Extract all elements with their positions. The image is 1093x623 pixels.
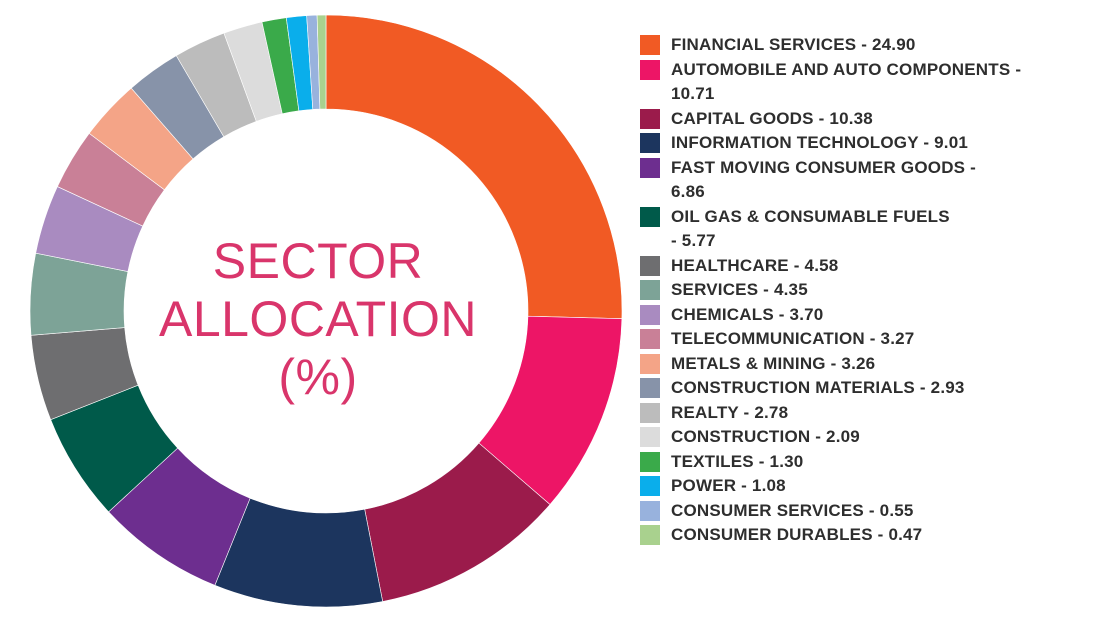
legend-swatch	[640, 133, 660, 153]
legend-swatch	[640, 476, 660, 496]
legend-swatch	[640, 402, 660, 423]
legend-label: FINANCIAL SERVICES - 24.90	[671, 35, 916, 54]
legend-item: CONSUMER SERVICES - 0.55	[640, 499, 1085, 524]
legend-label: CONSTRUCTION - 2.09	[671, 427, 860, 446]
chart-title-line-2: ALLOCATION	[158, 291, 478, 347]
legend-label: FAST MOVING CONSUMER GOODS -6.86	[671, 157, 977, 202]
legend-item: SERVICES - 4.35	[640, 278, 1085, 303]
legend-label: CONSTRUCTION MATERIALS - 2.93	[671, 378, 965, 397]
legend-item: INFORMATION TECHNOLOGY - 9.01	[640, 131, 1085, 156]
legend-swatch	[640, 35, 660, 55]
legend-item: TELECOMMUNICATION - 3.27	[640, 327, 1085, 352]
legend-label: CONSUMER SERVICES - 0.55	[671, 500, 914, 520]
legend-label: HEALTHCARE - 4.58	[671, 255, 839, 275]
legend-item: FINANCIAL SERVICES - 24.90	[640, 33, 1085, 58]
legend-label: CAPITAL GOODS - 10.38	[671, 108, 873, 128]
legend-item: CONSUMER DURABLES - 0.47	[640, 523, 1085, 548]
legend-swatch	[640, 59, 660, 80]
legend-item: POWER - 1.08	[640, 474, 1085, 499]
legend-swatch	[640, 378, 660, 398]
legend-label: INFORMATION TECHNOLOGY - 9.01	[671, 133, 969, 152]
legend-swatch	[640, 427, 660, 447]
legend-item: CHEMICALS - 3.70	[640, 303, 1085, 328]
legend-item: AUTOMOBILE AND AUTO COMPONENTS -10.71	[640, 58, 1085, 107]
legend-item: HEALTHCARE - 4.58	[640, 254, 1085, 279]
legend-swatch	[640, 353, 660, 374]
legend-swatch	[640, 500, 660, 521]
legend-swatch	[640, 451, 660, 472]
chart-title-line-1: SECTOR	[212, 233, 424, 289]
legend-label: AUTOMOBILE AND AUTO COMPONENTS -10.71	[671, 59, 1022, 104]
legend-swatch	[640, 329, 660, 349]
chart-title-line-3: (%)	[278, 349, 358, 405]
legend-swatch	[640, 206, 660, 227]
legend-swatch	[640, 280, 660, 300]
legend-swatch	[640, 157, 660, 178]
chart-legend: FINANCIAL SERVICES - 24.90 AUTOMOBILE AND…	[640, 33, 1085, 548]
legend-label: SERVICES - 4.35	[671, 280, 808, 299]
legend-item: TEXTILES - 1.30	[640, 450, 1085, 475]
legend-item: METALS & MINING - 3.26	[640, 352, 1085, 377]
legend-label: CHEMICALS - 3.70	[671, 304, 824, 324]
legend-label: METALS & MINING - 3.26	[671, 353, 876, 373]
legend-swatch	[640, 525, 660, 545]
pie-slice-consumer-durables	[316, 14, 327, 110]
legend-label: TELECOMMUNICATION - 3.27	[671, 329, 915, 348]
legend-label: CONSUMER DURABLES - 0.47	[671, 525, 923, 544]
legend-item: OIL GAS & CONSUMABLE FUELS - 5.77	[640, 205, 1085, 254]
pie-slice-financial-services	[325, 14, 623, 319]
legend-label: POWER - 1.08	[671, 476, 786, 495]
donut-chart	[29, 14, 623, 608]
chart-title: SECTOR ALLOCATION (%)	[118, 232, 518, 406]
legend-swatch	[640, 304, 660, 325]
legend-swatch	[640, 108, 660, 129]
legend-item: FAST MOVING CONSUMER GOODS -6.86	[640, 156, 1085, 205]
legend-item: CAPITAL GOODS - 10.38	[640, 107, 1085, 132]
legend-label: TEXTILES - 1.30	[671, 451, 804, 471]
legend-label: REALTY - 2.78	[671, 402, 789, 422]
legend-item: REALTY - 2.78	[640, 401, 1085, 426]
legend-item: CONSTRUCTION MATERIALS - 2.93	[640, 376, 1085, 401]
legend-swatch	[640, 255, 660, 276]
legend-item: CONSTRUCTION - 2.09	[640, 425, 1085, 450]
legend-label: OIL GAS & CONSUMABLE FUELS - 5.77	[671, 206, 950, 251]
